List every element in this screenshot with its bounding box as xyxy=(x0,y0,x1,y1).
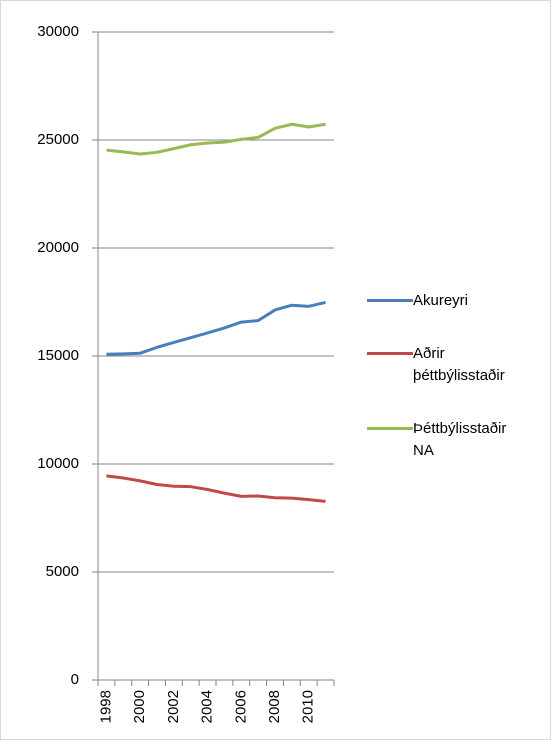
series-line xyxy=(106,122,326,156)
legend-label: Akureyri xyxy=(413,292,469,309)
y-tick-label: 5000 xyxy=(46,563,79,580)
legend-item: Aðrir þéttbýlisstaðir xyxy=(367,343,523,387)
x-tick-label: 2002 xyxy=(165,690,182,723)
y-tick-label: 25000 xyxy=(37,131,79,148)
series-line xyxy=(106,300,326,356)
legend-label: Aðrir þéttbýlisstaðir xyxy=(413,345,505,384)
x-tick-label: 2010 xyxy=(300,690,317,723)
x-tick-label: 2008 xyxy=(266,690,283,723)
legend: Akureyri Aðrir þéttbýlisstaðir Þéttbýlisst… xyxy=(367,290,523,462)
legend-line xyxy=(367,352,413,355)
y-tick-label: 10000 xyxy=(37,455,79,472)
legend-item: Þéttbýlisstaðir NA xyxy=(367,418,523,462)
x-tick-label: 2004 xyxy=(199,690,216,723)
legend-item: Akureyri xyxy=(367,290,523,312)
legend-label: Þéttbýlisstaðir NA xyxy=(413,420,507,459)
legend-swatch xyxy=(367,343,413,365)
x-tick-label: 1998 xyxy=(97,690,114,723)
y-tick-label: 0 xyxy=(71,671,79,688)
x-tick-label: 2006 xyxy=(232,690,249,723)
y-tick-label: 15000 xyxy=(37,347,79,364)
legend-swatch xyxy=(367,418,413,440)
legend-line xyxy=(367,427,413,430)
y-tick-label: 20000 xyxy=(37,239,79,256)
legend-line xyxy=(367,299,413,302)
y-tick-label: 30000 xyxy=(37,23,79,40)
legend-swatch xyxy=(367,290,413,312)
x-tick-label: 2000 xyxy=(131,690,148,723)
series-line xyxy=(106,474,326,503)
